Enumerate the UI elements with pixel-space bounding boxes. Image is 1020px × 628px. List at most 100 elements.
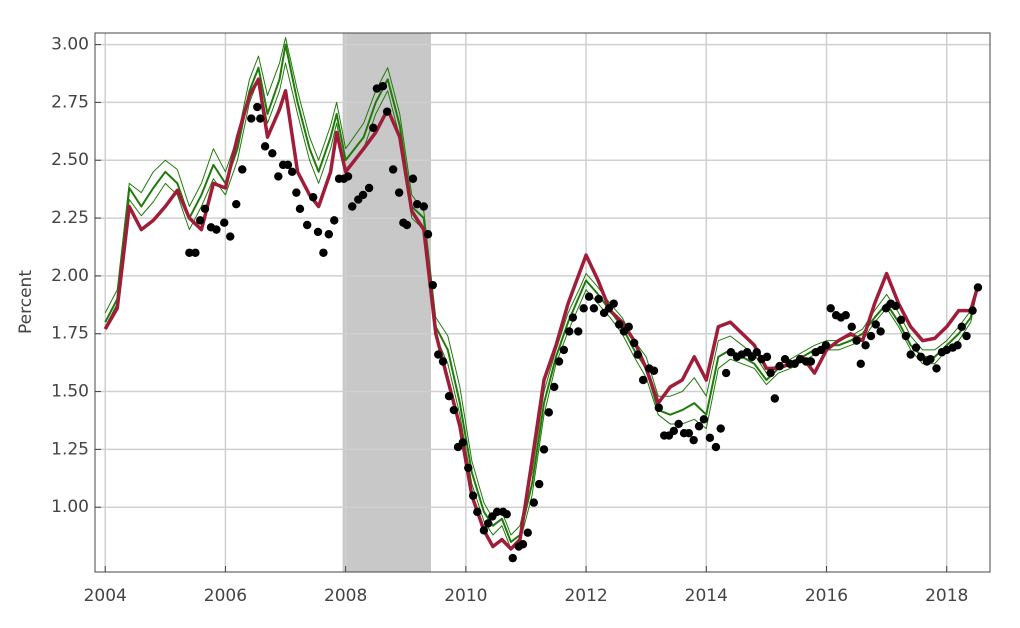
data-point bbox=[185, 248, 194, 257]
data-point bbox=[232, 199, 241, 209]
data-point bbox=[568, 313, 578, 322]
y-tick-label: 1.00 bbox=[51, 497, 89, 517]
data-point bbox=[253, 102, 262, 112]
data-point bbox=[752, 348, 761, 357]
data-point bbox=[932, 364, 941, 373]
data-point bbox=[614, 320, 624, 329]
data-point bbox=[762, 352, 772, 362]
data-point bbox=[649, 366, 659, 375]
y-axis-label: Percent bbox=[16, 270, 36, 334]
data-point bbox=[492, 507, 502, 517]
data-point bbox=[775, 361, 784, 371]
data-point bbox=[766, 368, 775, 378]
data-point bbox=[633, 350, 642, 359]
data-point bbox=[539, 445, 549, 454]
data-point bbox=[479, 526, 489, 535]
data-point bbox=[711, 442, 721, 452]
data-point bbox=[464, 463, 473, 473]
data-point bbox=[473, 507, 482, 517]
y-tick-label: 1.25 bbox=[51, 439, 89, 459]
data-point bbox=[412, 199, 422, 209]
data-point bbox=[609, 299, 618, 308]
data-point bbox=[468, 491, 478, 500]
x-tick-label: 2012 bbox=[564, 586, 607, 606]
data-point bbox=[313, 227, 323, 237]
data-point bbox=[428, 280, 438, 290]
data-point bbox=[394, 188, 404, 197]
data-point bbox=[268, 149, 277, 158]
data-point bbox=[579, 304, 588, 313]
y-tick-label: 2.75 bbox=[51, 92, 89, 112]
data-point bbox=[408, 174, 418, 183]
data-point bbox=[821, 341, 831, 350]
data-point bbox=[523, 528, 532, 537]
data-point bbox=[559, 345, 569, 355]
data-point bbox=[721, 368, 731, 378]
data-point bbox=[716, 424, 725, 433]
shaded-region bbox=[342, 33, 432, 572]
data-point bbox=[518, 540, 528, 549]
data-point bbox=[841, 311, 850, 320]
data-point bbox=[638, 375, 648, 385]
data-point bbox=[674, 419, 683, 429]
data-point bbox=[871, 320, 880, 329]
data-point bbox=[364, 183, 374, 193]
data-point bbox=[554, 357, 564, 366]
data-point bbox=[624, 322, 633, 331]
data-line bbox=[104, 37, 978, 536]
x-tick-label: 2014 bbox=[685, 586, 728, 606]
data-point bbox=[901, 331, 911, 341]
data-point bbox=[856, 359, 865, 369]
data-point bbox=[891, 301, 900, 311]
data-point bbox=[220, 218, 229, 227]
data-point bbox=[589, 304, 599, 313]
data-point bbox=[962, 331, 971, 341]
x-tick-label: 2004 bbox=[84, 586, 127, 606]
data-point bbox=[200, 204, 210, 214]
data-point bbox=[770, 394, 780, 403]
data-point bbox=[302, 220, 312, 230]
data-point bbox=[550, 382, 559, 392]
y-tick-label: 2.50 bbox=[51, 150, 89, 170]
data-point bbox=[308, 193, 318, 202]
data-point bbox=[438, 357, 448, 366]
data-point bbox=[565, 327, 574, 336]
data-point bbox=[594, 294, 603, 304]
data-point bbox=[689, 435, 698, 445]
data-point bbox=[292, 188, 301, 197]
data-point bbox=[847, 322, 856, 331]
data-point bbox=[629, 338, 639, 348]
data-line bbox=[104, 62, 978, 550]
data-point bbox=[916, 352, 926, 362]
data-point bbox=[953, 341, 962, 350]
data-point bbox=[434, 350, 443, 359]
data-point bbox=[957, 322, 966, 331]
plot-frame bbox=[94, 32, 991, 573]
y-tick-label: 2.25 bbox=[51, 208, 89, 228]
data-point bbox=[529, 498, 538, 507]
data-point bbox=[402, 220, 412, 230]
data-point bbox=[343, 172, 353, 181]
data-point bbox=[926, 354, 935, 364]
data-point bbox=[449, 405, 459, 415]
data-point bbox=[896, 315, 906, 325]
y-tick-label: 1.50 bbox=[51, 382, 89, 402]
data-point bbox=[544, 408, 554, 417]
data-point bbox=[287, 167, 297, 176]
data-point bbox=[226, 232, 235, 241]
data-point bbox=[274, 172, 283, 181]
data-point bbox=[260, 142, 270, 151]
data-line bbox=[103, 77, 979, 551]
data-point bbox=[238, 165, 247, 174]
data-point bbox=[726, 348, 736, 357]
data-point bbox=[705, 433, 715, 443]
data-point bbox=[419, 202, 428, 211]
x-tick-label: 2008 bbox=[324, 586, 367, 606]
data-point bbox=[212, 225, 221, 234]
data-point bbox=[502, 509, 511, 519]
data-point bbox=[423, 230, 433, 239]
data-point bbox=[195, 216, 205, 225]
data-point bbox=[191, 248, 200, 257]
data-point bbox=[694, 422, 704, 431]
